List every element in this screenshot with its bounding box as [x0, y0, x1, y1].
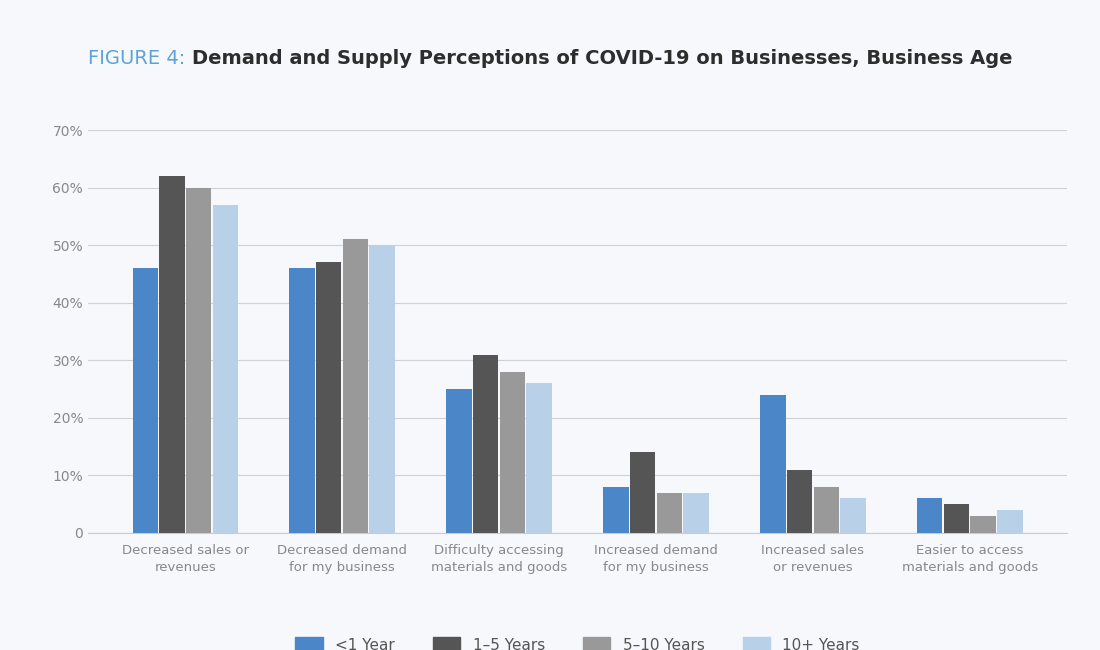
Bar — [917, 499, 943, 533]
Bar — [840, 499, 866, 533]
Bar — [760, 395, 785, 533]
Bar — [970, 515, 996, 533]
Bar — [316, 263, 341, 533]
Bar — [289, 268, 315, 533]
Bar — [657, 493, 682, 533]
Bar — [814, 487, 839, 533]
Bar — [473, 354, 498, 533]
Bar — [370, 245, 395, 533]
Bar — [603, 487, 628, 533]
Bar — [683, 493, 708, 533]
Bar — [160, 176, 185, 533]
Bar — [212, 205, 238, 533]
Bar — [343, 239, 368, 533]
Bar — [998, 510, 1023, 533]
Bar — [944, 504, 969, 533]
Bar — [630, 452, 656, 533]
Bar — [186, 188, 211, 533]
Bar — [447, 389, 472, 533]
Bar — [527, 384, 552, 533]
Bar — [499, 372, 525, 533]
Bar — [786, 470, 812, 533]
Text: Demand and Supply Perceptions of COVID-19 on Businesses, Business Age: Demand and Supply Perceptions of COVID-1… — [191, 49, 1012, 68]
Bar — [132, 268, 157, 533]
Legend: <1 Year, 1–5 Years, 5–10 Years, 10+ Years: <1 Year, 1–5 Years, 5–10 Years, 10+ Year… — [287, 629, 868, 650]
Text: FIGURE 4:: FIGURE 4: — [88, 49, 191, 68]
